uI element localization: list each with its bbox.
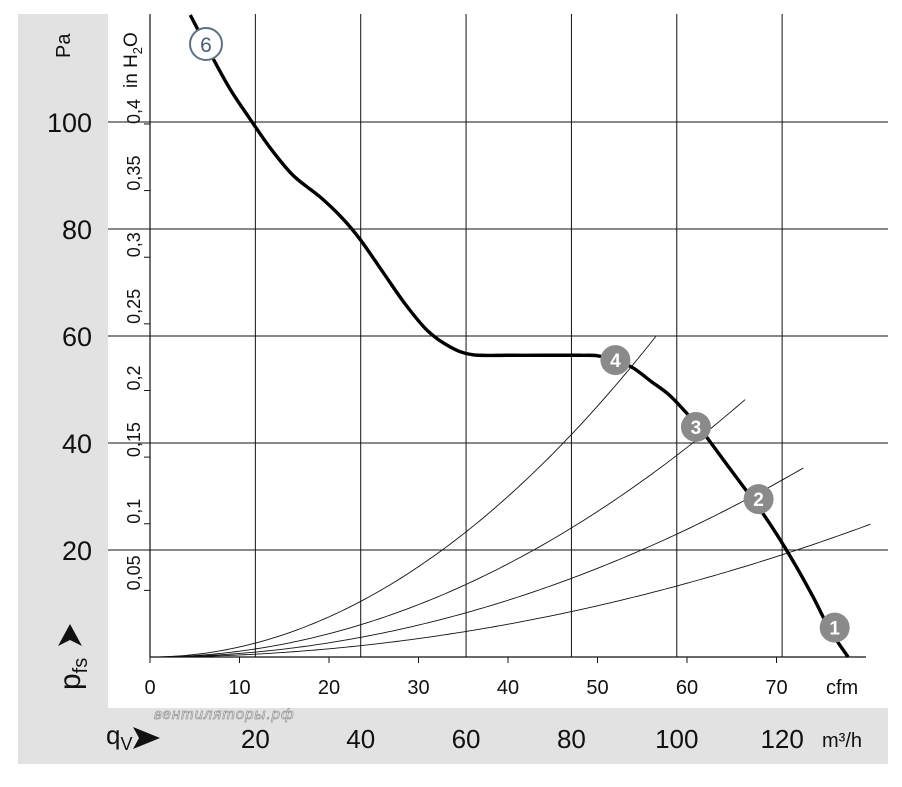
y-tick-pa-60: 60 — [62, 322, 92, 352]
y-tick-inh2o-4: 0,25 — [124, 289, 144, 324]
x-axis-title-main: q — [106, 720, 120, 750]
inh2o-unit-text: in H — [121, 54, 142, 88]
x-axis-arrow-icon — [133, 727, 160, 749]
inh2o-unit-sub: 2 — [130, 47, 145, 54]
y-axis-arrow-icon — [58, 624, 82, 646]
x-tick-cfm-10: 10 — [228, 677, 250, 699]
y-tick-inh2o-2: 0,15 — [124, 422, 144, 457]
y-tick-inh2o-3: 0,2 — [124, 365, 144, 390]
x-tick-m3h-100: 100 — [655, 724, 698, 754]
system-curve-2 — [149, 467, 804, 658]
marker-4-circle — [600, 345, 631, 376]
marker-3-label: 3 — [691, 418, 702, 439]
marker-3-circle — [680, 411, 711, 442]
marker-6-circle — [189, 27, 223, 61]
system-curves — [149, 336, 871, 658]
bottom-axis-panel — [18, 708, 888, 764]
x-tick-cfm-60: 60 — [676, 677, 698, 699]
system-curve-3 — [149, 399, 746, 658]
y-tick-inh2o-6: 0,35 — [124, 156, 144, 191]
cfm-unit-label: cfm — [826, 677, 858, 699]
x-tick-cfm-0: 0 — [144, 677, 155, 699]
watermark: вентиляторы.рф — [154, 706, 295, 723]
marker-1-label: 1 — [829, 619, 840, 640]
y-tick-inh2o-7: 0,4 — [124, 99, 144, 124]
marker-1-circle — [819, 612, 850, 643]
inh2o-unit-tail: O — [121, 32, 142, 47]
x-tick-m3h-40: 40 — [346, 724, 375, 754]
y-tick-inh2o-5: 0,3 — [124, 232, 144, 257]
x-tick-m3h-20: 20 — [241, 724, 270, 754]
marker-4-label: 4 — [610, 351, 621, 372]
x-tick-cfm-50: 50 — [586, 677, 608, 699]
y-tick-pa-20: 20 — [62, 536, 92, 566]
x-axis-title: qV — [106, 720, 132, 754]
y-tick-inh2o-0: 0,05 — [124, 555, 144, 590]
x-axis-title-sub: V — [120, 734, 132, 754]
y-axis-title-sub: fs — [70, 658, 92, 674]
svg-text:qV: qV — [106, 720, 132, 754]
x-tick-m3h-80: 80 — [557, 724, 586, 754]
system-curve-4 — [149, 336, 657, 658]
m3h-unit-label: m³/h — [822, 730, 862, 752]
y-tick-pa-40: 40 — [62, 429, 92, 459]
marker-6-label: 6 — [200, 34, 212, 57]
marker-2-label: 2 — [753, 490, 764, 511]
tick-labels: 20 40 60 80 100 120 20 40 60 80 100 0 10 20 30 40 50 60 70… — [47, 99, 804, 754]
x-tick-cfm-30: 30 — [407, 677, 429, 699]
curve-markers: 1 2 3 4 6 — [189, 27, 850, 643]
x-tick-m3h-60: 60 — [452, 724, 481, 754]
x-tick-cfm-40: 40 — [497, 677, 519, 699]
svg-text:pfs: pfs — [54, 658, 92, 690]
x-tick-m3h-120: 120 — [760, 724, 803, 754]
x-tick-cfm-20: 20 — [318, 677, 340, 699]
grid — [108, 14, 888, 663]
y-tick-inh2o-1: 0,1 — [124, 499, 144, 524]
pa-unit-label: Pa — [53, 33, 75, 58]
marker-2-circle — [743, 484, 774, 515]
plot-area — [108, 14, 888, 708]
x-tick-cfm-70: 70 — [765, 677, 787, 699]
y-tick-pa-100: 100 — [47, 108, 92, 138]
inh2o-unit-label: in H2O — [121, 32, 145, 88]
y-tick-pa-80: 80 — [62, 215, 92, 245]
system-curve-1 — [149, 523, 871, 658]
y-axis-title: pfs — [54, 658, 92, 690]
y-axis-title-main: p — [54, 673, 87, 690]
svg-text:in H2O: in H2O — [121, 32, 145, 88]
